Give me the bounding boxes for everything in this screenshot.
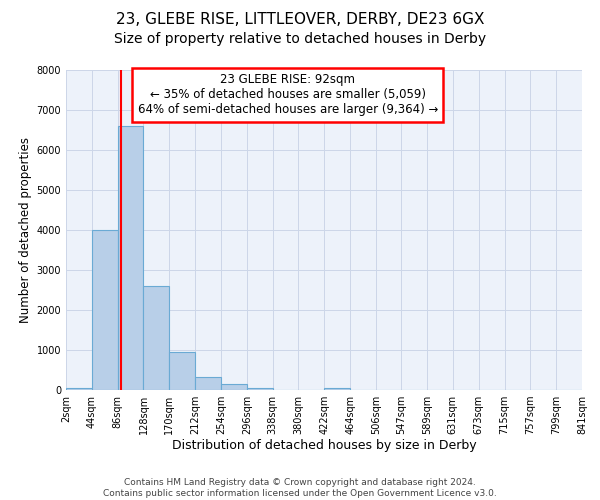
- Bar: [169, 352, 195, 390]
- Text: Size of property relative to detached houses in Derby: Size of property relative to detached ho…: [114, 32, 486, 46]
- Text: 23 GLEBE RISE: 92sqm
← 35% of detached houses are smaller (5,059)
64% of semi-de: 23 GLEBE RISE: 92sqm ← 35% of detached h…: [137, 73, 438, 116]
- Bar: [66, 388, 92, 390]
- Bar: [195, 377, 221, 390]
- Bar: [143, 286, 169, 390]
- Text: 23, GLEBE RISE, LITTLEOVER, DERBY, DE23 6GX: 23, GLEBE RISE, LITTLEOVER, DERBY, DE23 …: [116, 12, 484, 28]
- Bar: [118, 126, 143, 390]
- Bar: [325, 388, 350, 390]
- Y-axis label: Number of detached properties: Number of detached properties: [19, 137, 32, 323]
- Bar: [92, 230, 118, 390]
- Text: Contains HM Land Registry data © Crown copyright and database right 2024.
Contai: Contains HM Land Registry data © Crown c…: [103, 478, 497, 498]
- X-axis label: Distribution of detached houses by size in Derby: Distribution of detached houses by size …: [172, 438, 476, 452]
- Bar: [221, 384, 247, 390]
- Bar: [247, 388, 272, 390]
